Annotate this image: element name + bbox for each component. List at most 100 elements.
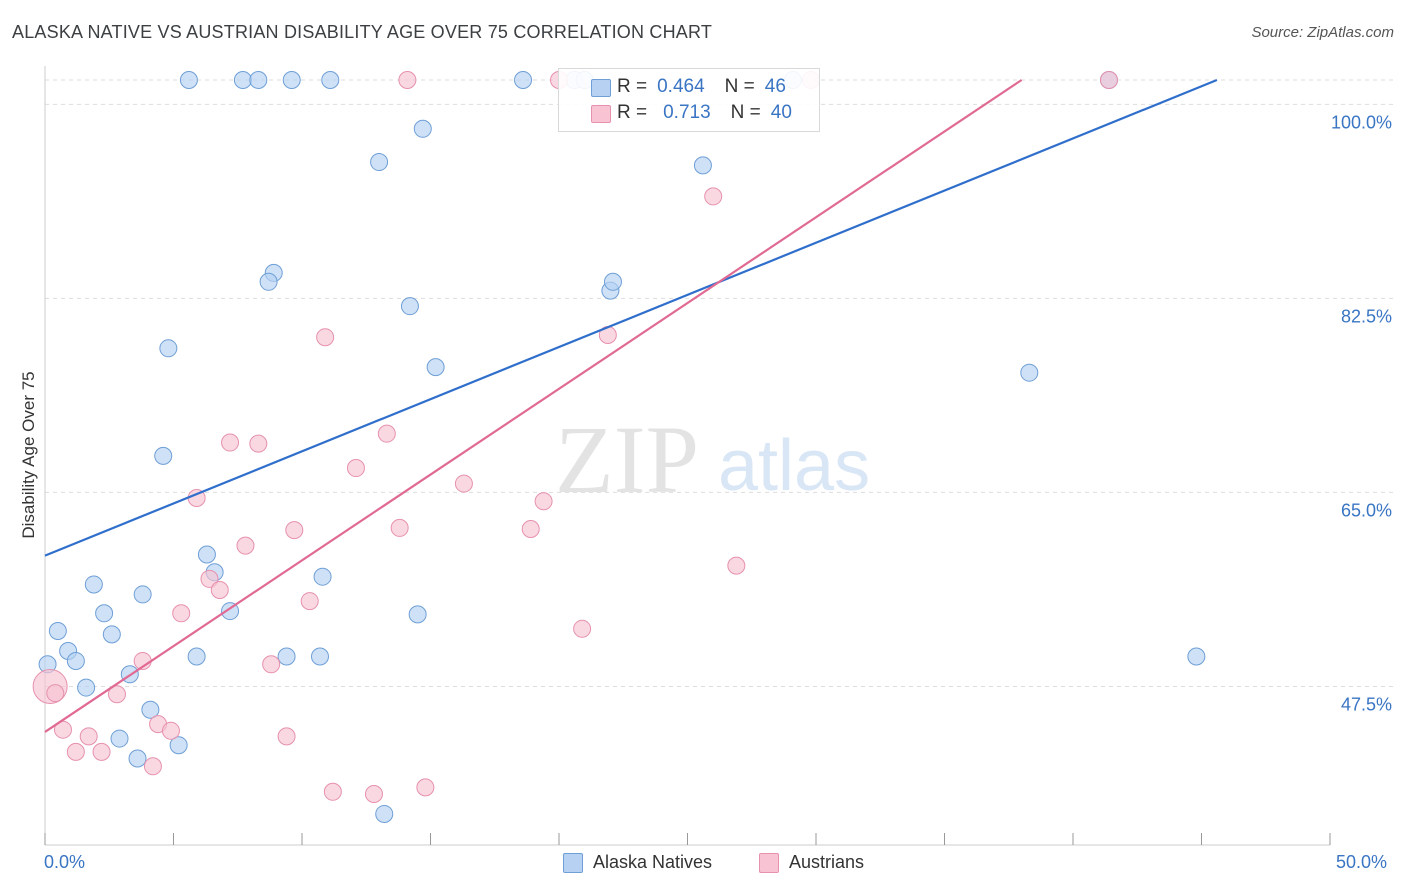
austrian-point	[454, 474, 473, 493]
alaska-native-point	[400, 297, 419, 316]
trend-lines	[44, 78, 1218, 733]
alaska-native-point	[154, 446, 173, 465]
y-tick-labels: 47.5% 65.0% 82.5% 100.0%	[1331, 112, 1392, 714]
x-axis-max-label: 50.0%	[1336, 852, 1388, 872]
alaska-native-point	[1187, 647, 1206, 666]
legend-item-austrians: Austrians	[759, 852, 864, 873]
source-label: Source: ZipAtlas.com	[1251, 24, 1394, 41]
watermark: ZIP atlas	[555, 406, 870, 513]
alaska-native-point	[77, 678, 96, 697]
austrian-point	[285, 521, 304, 540]
austrian-point	[172, 604, 191, 623]
austrian-point	[323, 782, 342, 801]
alaska-native-point	[102, 625, 121, 644]
data-points	[32, 71, 1206, 823]
legend-row-alaska-natives: R = 0.464 N = 46	[591, 74, 786, 100]
legend-label: Austrians	[789, 852, 865, 872]
alaska-native-point	[375, 804, 394, 823]
alaska-native-point	[128, 749, 147, 768]
austrian-point	[573, 619, 592, 638]
austrian-point	[1099, 71, 1118, 89]
alaska-native-point	[603, 272, 622, 291]
n-value: 46	[764, 76, 786, 97]
austrian-point	[79, 727, 98, 746]
alaska-native-point	[514, 71, 533, 89]
n-label: N =	[730, 102, 761, 123]
alaska-native-point	[48, 622, 67, 641]
alaska-native-point	[197, 545, 216, 564]
austrian-trend-line	[44, 79, 1023, 733]
austrian-point	[300, 592, 319, 611]
alaska-native-trend-line	[44, 78, 1218, 557]
legend-label: Alaska Natives	[593, 852, 713, 872]
austrian-point	[46, 684, 65, 703]
austrian-point	[704, 187, 723, 206]
alaska-native-point	[110, 729, 129, 748]
austrian-point	[727, 556, 746, 575]
alaska-native-point	[1020, 363, 1039, 382]
y-tick-label: 47.5%	[1341, 694, 1392, 714]
austrian-point	[398, 71, 417, 89]
alaska-native-point	[141, 700, 160, 719]
austrian-point	[66, 742, 85, 761]
austrian-point	[107, 685, 126, 704]
alaska-native-point	[277, 647, 296, 666]
r-value: 0.713	[663, 102, 711, 123]
r-label: R =	[617, 76, 648, 97]
alaska-native-point	[187, 647, 206, 666]
alaska-native-point	[179, 71, 198, 89]
alaska-native-point	[259, 272, 278, 291]
alaska-native-point	[95, 604, 114, 623]
y-tick-label: 100.0%	[1331, 112, 1392, 132]
austrian-point	[249, 434, 268, 453]
austrian-point	[143, 757, 162, 776]
alaska-native-point	[159, 339, 178, 358]
austrian-point	[416, 778, 435, 797]
alaska-native-point	[84, 575, 103, 594]
austrian-point	[390, 518, 409, 537]
austrian-point	[92, 742, 111, 761]
alaska-native-point	[426, 358, 445, 377]
alaska-native-point	[249, 71, 268, 89]
legend-row-austrians: R = 0.713 N = 40	[591, 100, 792, 126]
alaska-native-point	[233, 71, 252, 89]
austrian-point	[316, 328, 335, 347]
austrian-point	[236, 536, 255, 555]
austrian-point	[221, 433, 240, 452]
austrian-point	[200, 569, 219, 588]
legend-swatch-pink	[591, 105, 611, 123]
y-axis-label: Disability Age Over 75	[19, 371, 38, 538]
x-axis-min-label: 0.0%	[44, 852, 86, 872]
watermark-atlas: atlas	[718, 426, 870, 506]
legend-item-alaska-natives: Alaska Natives	[563, 852, 712, 873]
austrian-point	[534, 492, 553, 511]
n-value: 40	[770, 102, 792, 123]
correlation-legend: R = 0.464 N = 46 R = 0.713 N = 40	[558, 68, 820, 132]
austrian-point	[346, 459, 365, 478]
series-legend: Alaska Natives Austrians	[0, 852, 1406, 878]
r-label: R =	[617, 102, 648, 123]
austrian-point	[521, 520, 540, 539]
axes	[44, 66, 1331, 846]
r-value: 0.464	[657, 76, 705, 97]
y-tick-label: 82.5%	[1341, 306, 1392, 326]
austrian-point	[210, 581, 229, 599]
legend-swatch-blue	[563, 852, 583, 873]
austrian-point	[161, 721, 180, 740]
alaska-native-point	[313, 567, 332, 586]
austrian-point	[277, 727, 296, 746]
watermark-zip: ZIP	[555, 406, 699, 513]
alaska-native-point	[169, 736, 188, 755]
alaska-native-point	[693, 156, 712, 175]
alaska-native-point	[282, 71, 301, 89]
legend-swatch-blue	[591, 79, 611, 97]
alaska-native-point	[321, 71, 340, 89]
legend-swatch-pink	[759, 852, 779, 873]
chart-title: ALASKA NATIVE VS AUSTRIAN DISABILITY AGE…	[12, 22, 713, 42]
n-label: N =	[724, 76, 755, 97]
austrian-point	[364, 785, 383, 803]
y-tick-label: 65.0%	[1341, 500, 1392, 520]
alaska-native-point	[310, 647, 329, 666]
alaska-native-point	[408, 605, 427, 624]
